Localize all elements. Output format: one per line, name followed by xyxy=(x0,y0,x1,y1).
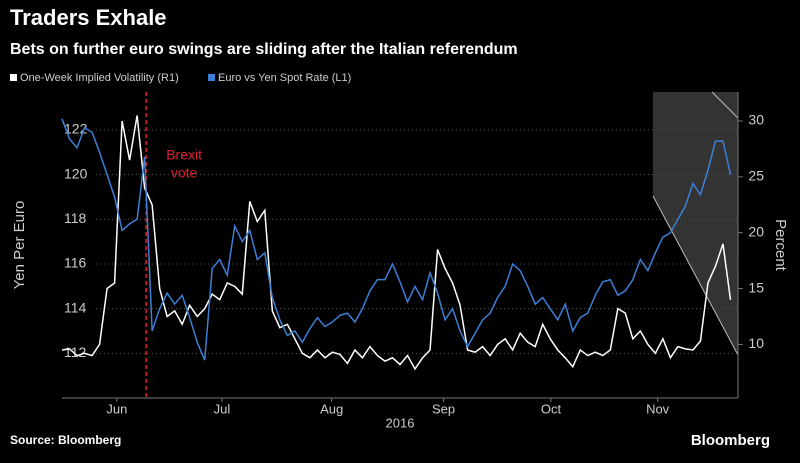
x-tick-label: Jul xyxy=(214,401,231,416)
x-tick-label: Nov xyxy=(646,401,670,416)
event-label: vote xyxy=(171,165,198,181)
x-tick-label: Sep xyxy=(432,401,455,416)
brand: Bloomberg xyxy=(691,432,770,449)
y-tick-label: 112 xyxy=(64,344,87,360)
series-line xyxy=(61,115,732,371)
y-tick-label: 120 xyxy=(64,165,88,181)
legend-label: Euro vs Yen Spot Rate (L1) xyxy=(218,72,351,84)
y2-axis-label: Percent xyxy=(772,219,789,272)
cone-line xyxy=(652,195,739,356)
y2-tick-label: 10 xyxy=(748,335,764,351)
y2-tick-label: 15 xyxy=(748,279,764,295)
y-tick-label: 118 xyxy=(64,210,87,226)
chart-subtitle: Bets on further euro swings are sliding … xyxy=(10,41,518,58)
y2-tick-label: 30 xyxy=(748,112,764,128)
y-tick-label: 114 xyxy=(64,299,87,315)
x-tick-label: Aug xyxy=(320,401,343,416)
cone-line xyxy=(711,91,739,119)
y-tick-label: 116 xyxy=(64,255,87,271)
y2-tick-label: 25 xyxy=(748,168,764,184)
event-label: Brexit xyxy=(166,147,202,163)
y2-tick-label: 20 xyxy=(748,223,764,239)
legend-swatch xyxy=(10,74,17,81)
x-tick-label: Oct xyxy=(541,401,562,416)
x-tick-label: Jun xyxy=(106,401,127,416)
chart-title: Traders Exhale xyxy=(10,5,167,30)
legend-swatch xyxy=(208,74,215,81)
y-tick-label: 122 xyxy=(64,121,88,137)
legend-label: One-Week Implied Volatility (R1) xyxy=(20,72,179,84)
x-axis-label: 2016 xyxy=(386,415,415,430)
source: Source: Bloomberg xyxy=(10,433,121,447)
y-axis-label: Yen Per Euro xyxy=(11,201,28,290)
forecast-shade xyxy=(653,92,738,355)
series-line xyxy=(61,118,732,361)
